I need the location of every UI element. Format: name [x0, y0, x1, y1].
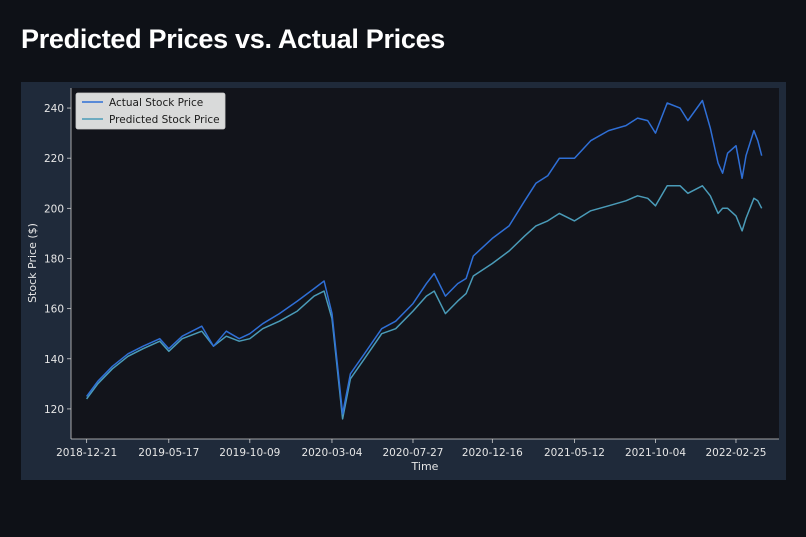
y-axis-title: Stock Price ($) — [26, 223, 39, 303]
x-tick-label: 2021-10-04 — [625, 447, 686, 459]
page-title: Predicted Prices vs. Actual Prices — [21, 24, 446, 54]
y-axis: 120 140 160 180 200 220 240 — [44, 88, 72, 439]
x-tick-label: 2019-10-09 — [219, 447, 280, 459]
series-line-predicted — [85, 185, 763, 420]
series-layer — [85, 99, 763, 420]
y-tick-label: 140 — [44, 354, 64, 366]
chart-figure: 2018-12-21 2019-05-17 2019-10-09 2020-03-04… — [21, 82, 786, 480]
x-tick-label: 2018-12-21 — [56, 447, 117, 459]
legend-box — [75, 92, 226, 130]
x-tick-label: 2020-12-16 — [462, 447, 523, 459]
x-axis: 2018-12-21 2019-05-17 2019-10-09 2020-03-04… — [56, 438, 779, 459]
x-tick-label: 2021-05-12 — [544, 447, 605, 459]
x-tick-label: 2020-03-04 — [301, 447, 362, 459]
x-tick-label: 2020-07-27 — [382, 447, 443, 459]
y-tick-label: 180 — [44, 253, 64, 265]
legend-label-predicted: Predicted Stock Price — [109, 114, 220, 126]
plot-area — [71, 88, 779, 439]
x-axis-title: Time — [411, 460, 439, 473]
x-tick-label: 2022-02-25 — [705, 447, 766, 459]
line-chart: 2018-12-21 2019-05-17 2019-10-09 2020-03-04… — [26, 88, 779, 473]
legend: Actual Stock Price Predicted Stock Price — [75, 92, 226, 130]
y-tick-label: 220 — [44, 153, 64, 165]
y-tick-label: 160 — [44, 304, 64, 316]
legend-label-actual: Actual Stock Price — [109, 97, 203, 109]
y-tick-label: 200 — [44, 203, 64, 215]
y-tick-label: 120 — [44, 404, 64, 416]
series-line-actual — [85, 99, 763, 415]
y-tick-label: 240 — [44, 103, 64, 115]
x-tick-label: 2019-05-17 — [138, 447, 199, 459]
